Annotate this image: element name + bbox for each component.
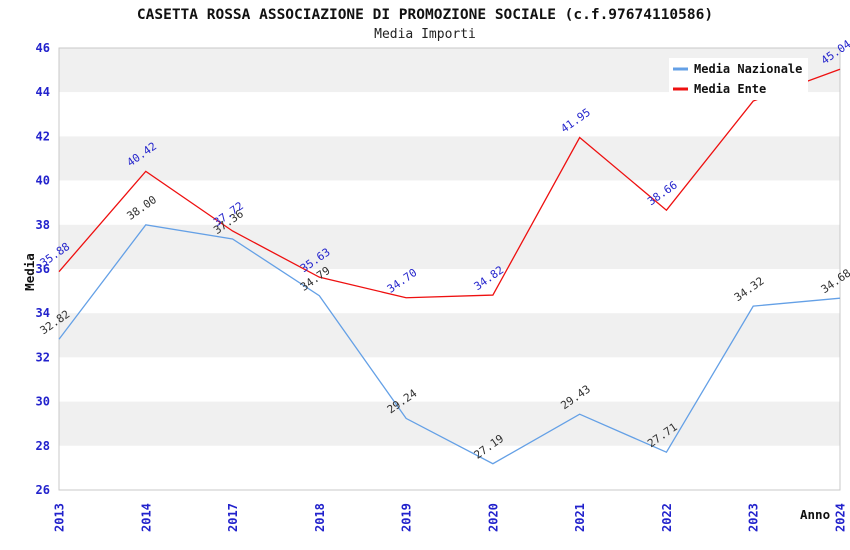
y-tick-label: 42: [36, 129, 50, 143]
y-tick-label: 34: [36, 306, 50, 320]
x-tick-label: 2021: [573, 503, 587, 532]
x-tick-label: 2020: [486, 503, 500, 532]
plot-band: [59, 136, 840, 181]
plot-bands-layer: [59, 48, 840, 490]
legend-label-media-nazionale: Media Nazionale: [694, 62, 802, 76]
plot-band: [59, 224, 840, 269]
x-tick-label: 2013: [53, 503, 67, 532]
x-tick-label: 2014: [139, 503, 153, 532]
y-tick-label: 32: [36, 350, 50, 364]
y-tick-label: 46: [36, 41, 50, 55]
series-line-media-ente: [58, 68, 841, 299]
plot-border: [58, 47, 841, 491]
legend-box: [669, 58, 808, 100]
y-tick-label: 38: [36, 218, 50, 232]
y-axis-title: Media: [22, 253, 37, 291]
legend: Media Nazionale Media Ente: [669, 58, 808, 100]
series-lines-layer: [58, 68, 841, 465]
y-tick-label: 30: [36, 395, 50, 409]
series-line-media-nazionale: [58, 224, 841, 465]
y-tick-label: 40: [36, 174, 50, 188]
x-axis-tick-labels: 2013 2014 2017 2018 2019 2020 2021 2022 2023 2024: [53, 503, 848, 532]
plot-band: [59, 357, 840, 402]
plot-band: [59, 180, 840, 225]
x-tick-label: 2023: [747, 503, 761, 532]
legend-label-media-ente: Media Ente: [694, 82, 766, 96]
y-axis-tick-labels: 26 28 30 32 34 36 38 40 42 44 46: [36, 41, 50, 497]
y-tick-label: 44: [36, 85, 50, 99]
plot-band: [59, 401, 840, 446]
chart-subtitle: Media Importi: [374, 27, 476, 42]
x-tick-label: 2024: [834, 503, 848, 532]
y-tick-label: 28: [36, 439, 50, 453]
plot-band: [59, 445, 840, 490]
x-tick-label: 2017: [226, 503, 240, 532]
x-tick-label: 2018: [313, 503, 327, 532]
y-tick-label: 36: [36, 262, 50, 276]
chart-title: CASETTA ROSSA ASSOCIAZIONE DI PROMOZIONE…: [137, 7, 713, 23]
x-axis-title: Anno: [800, 507, 830, 522]
x-tick-label: 2022: [660, 503, 674, 532]
x-tick-label: 2019: [400, 503, 414, 532]
plot-band: [59, 313, 840, 358]
plot-band: [59, 269, 840, 314]
y-tick-label: 26: [36, 483, 50, 497]
